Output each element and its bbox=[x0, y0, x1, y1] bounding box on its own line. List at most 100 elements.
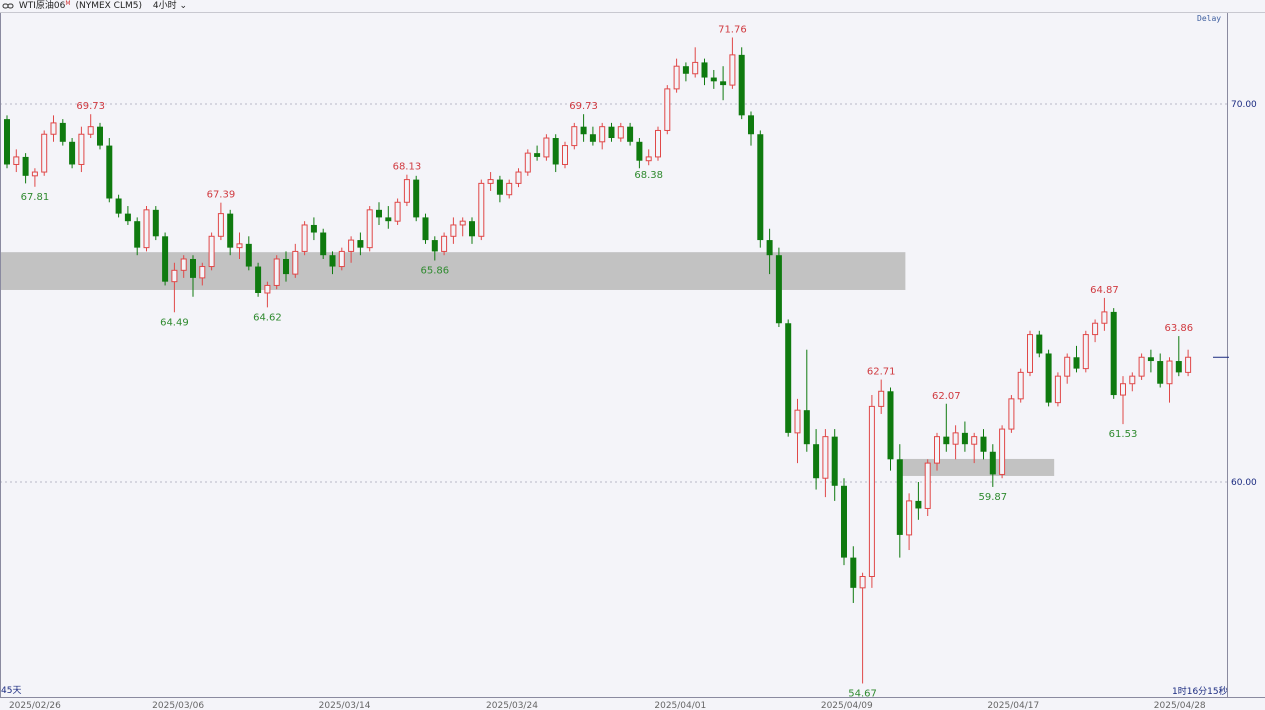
timeframe-label: 4小时 bbox=[152, 1, 177, 11]
candle-body-down bbox=[255, 266, 262, 293]
candle-body-down bbox=[896, 459, 903, 535]
x-tick-label: 2025/04/01 bbox=[654, 701, 706, 710]
candle-body-down bbox=[245, 243, 252, 267]
candle-body-down bbox=[682, 66, 689, 74]
candle-body-up bbox=[338, 250, 345, 268]
candle-body-up bbox=[562, 145, 568, 165]
candle-body-down bbox=[775, 255, 782, 324]
candle-body-down bbox=[22, 156, 29, 176]
candle-body-up bbox=[459, 220, 466, 226]
candle-body-up bbox=[348, 239, 355, 252]
candle-body-up bbox=[692, 61, 699, 75]
candle-body-down bbox=[1045, 353, 1052, 403]
candle-body-up bbox=[1138, 356, 1145, 377]
candle-body-up bbox=[208, 235, 215, 268]
candle-body-up bbox=[655, 129, 661, 158]
candle-body-down bbox=[413, 179, 420, 218]
candle-body-up bbox=[450, 224, 457, 237]
candle-body-up bbox=[599, 126, 606, 143]
candle-body-up bbox=[506, 182, 513, 196]
low-price-label: 64.62 bbox=[253, 312, 282, 323]
candle-body-up bbox=[515, 171, 522, 184]
high-price-label: 67.39 bbox=[207, 190, 236, 201]
candle-body-down bbox=[134, 221, 141, 248]
high-price-label: 71.76 bbox=[718, 24, 747, 35]
candle-body-down bbox=[980, 436, 987, 452]
candle-body-up bbox=[524, 152, 531, 173]
candle-body-up bbox=[999, 428, 1006, 475]
candle-body-down bbox=[589, 134, 596, 142]
candle-body-up bbox=[971, 436, 978, 445]
chart-header: WTI原油06M (NYMEX CLM5) 4小时 ⌄ bbox=[0, 0, 1265, 13]
candle-body-up bbox=[301, 224, 308, 252]
x-tick-label: 2025/02/26 bbox=[9, 701, 61, 710]
candle-body-down bbox=[608, 126, 615, 139]
low-price-label: 61.53 bbox=[1109, 429, 1138, 440]
high-price-label: 68.13 bbox=[393, 162, 422, 173]
candle-body-down bbox=[803, 410, 810, 445]
candle-body-down bbox=[310, 224, 317, 233]
candle-body-down bbox=[813, 444, 820, 479]
candle-body-down bbox=[1157, 361, 1164, 384]
candle-body-down bbox=[636, 141, 643, 161]
candle-body-down bbox=[841, 485, 847, 558]
candle-body-up bbox=[366, 209, 373, 249]
high-price-label: 63.86 bbox=[1164, 323, 1193, 334]
candle-body-down bbox=[469, 221, 475, 237]
candle-body-down bbox=[106, 145, 113, 199]
high-price-label: 69.73 bbox=[76, 101, 105, 112]
support-zone bbox=[0, 252, 906, 290]
x-tick-label: 2025/03/14 bbox=[319, 701, 371, 710]
candle-body-up bbox=[1185, 356, 1192, 373]
x-tick-label: 2025/04/17 bbox=[987, 701, 1039, 710]
candle-body-down bbox=[227, 213, 234, 248]
chain-link-icon[interactable] bbox=[2, 0, 16, 16]
candle-body-down bbox=[152, 209, 159, 237]
candle-body-up bbox=[31, 171, 38, 177]
candle-body-down bbox=[329, 255, 336, 267]
candle-body-up bbox=[478, 182, 485, 237]
candle-body-up bbox=[1008, 398, 1015, 430]
delay-indicator: Delay bbox=[1197, 14, 1222, 23]
candle-body-up bbox=[729, 54, 736, 86]
low-price-label: 67.81 bbox=[21, 192, 50, 203]
timeframe-selector[interactable]: 4小时 ⌄ bbox=[153, 0, 187, 12]
high-price-label: 64.87 bbox=[1090, 285, 1119, 296]
candle-body-up bbox=[1120, 383, 1126, 396]
candle-body-up bbox=[645, 156, 652, 162]
candle-body-down bbox=[627, 126, 634, 142]
candle-body-down bbox=[710, 77, 717, 82]
candle-body-up bbox=[1129, 375, 1136, 385]
candle-body-up bbox=[924, 462, 931, 509]
candle-body-up bbox=[41, 133, 48, 173]
candle-body-down bbox=[4, 119, 10, 165]
candle-body-down bbox=[1110, 311, 1117, 396]
low-price-label: 54.67 bbox=[848, 688, 877, 699]
plot-area bbox=[0, 13, 1227, 697]
candle-body-up bbox=[487, 179, 494, 184]
candle-body-up bbox=[1027, 334, 1033, 373]
candle-body-up bbox=[441, 235, 448, 252]
y-tick-label: 70.00 bbox=[1231, 100, 1257, 110]
candle-body-up bbox=[403, 179, 410, 203]
candle-body-up bbox=[273, 258, 280, 286]
candle-body-up bbox=[87, 126, 94, 135]
candle-body-up bbox=[1101, 311, 1108, 324]
candle-body-down bbox=[748, 115, 754, 135]
candle-body-up bbox=[1082, 334, 1089, 370]
candle-body-up bbox=[1064, 356, 1071, 377]
candle-body-down bbox=[766, 240, 773, 256]
candle-body-down bbox=[738, 54, 745, 116]
candle-body-down bbox=[162, 236, 169, 282]
candle-body-down bbox=[1147, 357, 1154, 362]
candle-body-up bbox=[1166, 360, 1173, 385]
candle-body-down bbox=[720, 81, 727, 86]
candle-body-down bbox=[385, 217, 392, 222]
candle-body-up bbox=[1092, 322, 1099, 336]
candle-body-up bbox=[664, 88, 671, 131]
candle-body-down bbox=[124, 213, 131, 222]
high-price-label: 62.71 bbox=[867, 367, 896, 378]
low-price-label: 65.86 bbox=[420, 265, 449, 276]
low-price-label: 59.87 bbox=[978, 492, 1007, 503]
